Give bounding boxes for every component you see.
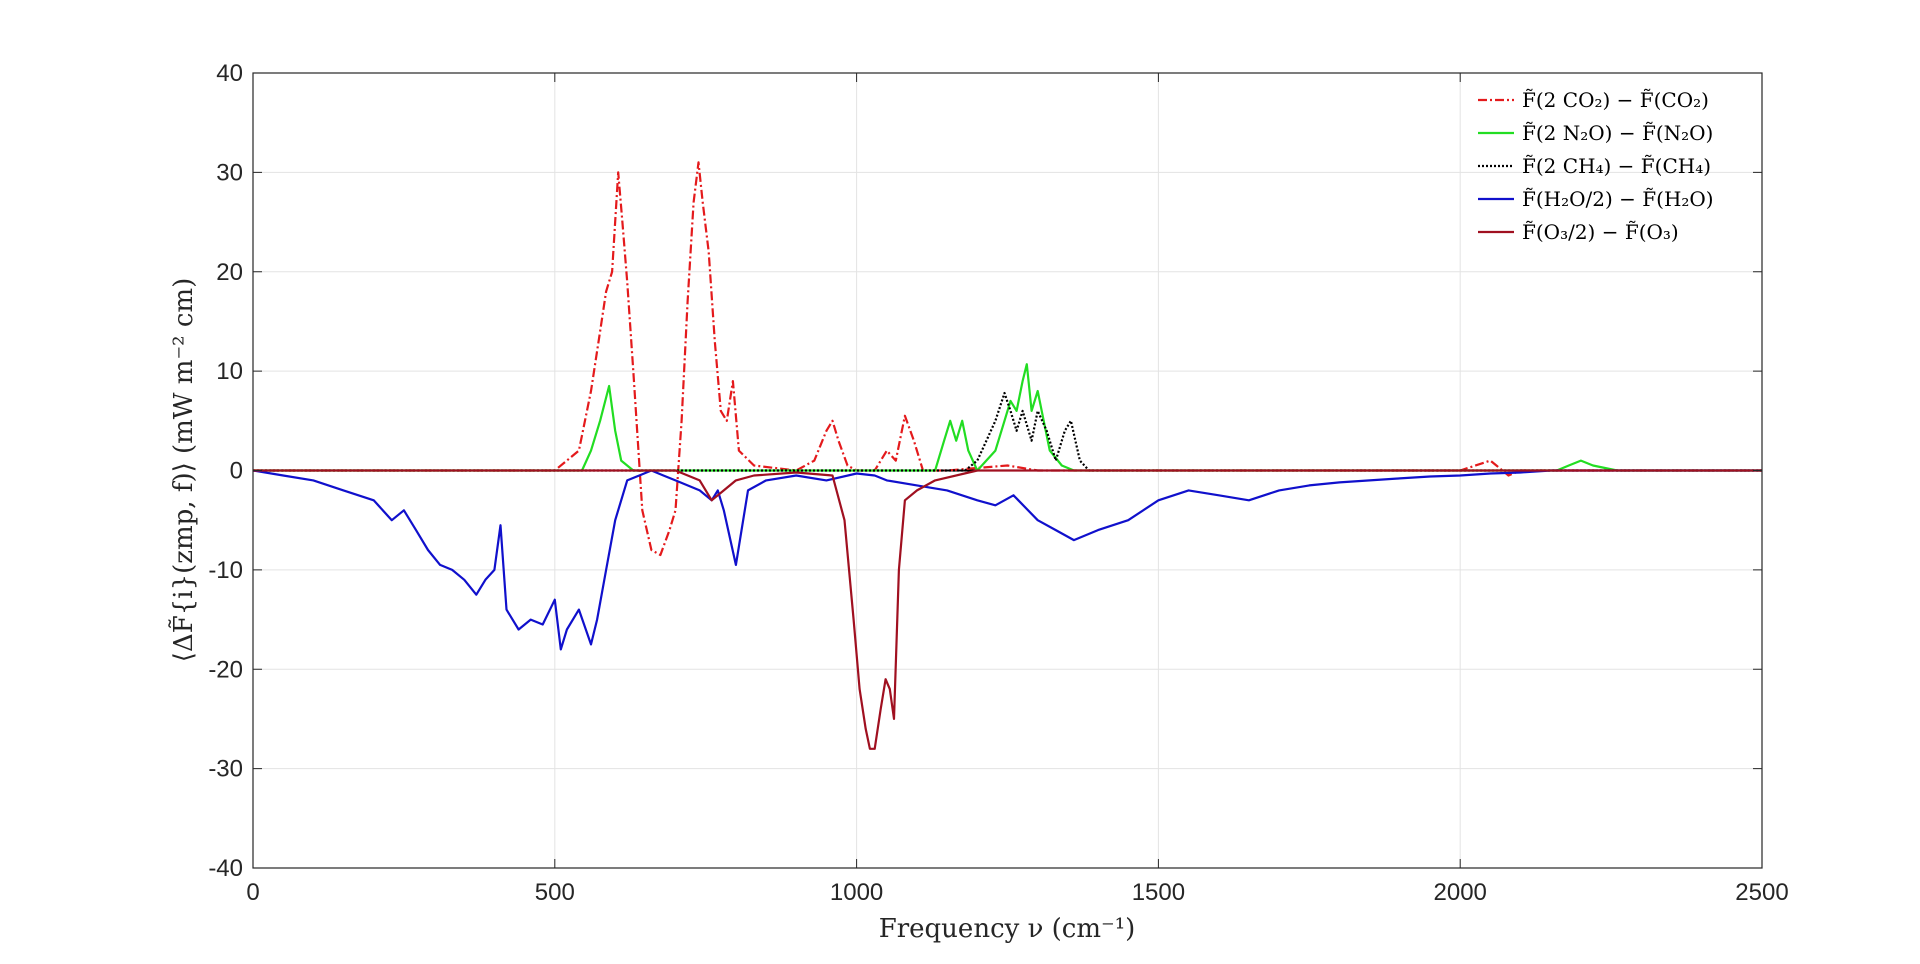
y-tick-label: 30 xyxy=(216,159,243,186)
series-line-0 xyxy=(253,161,1762,557)
x-tick-label: 500 xyxy=(535,879,575,906)
x-axis-label: Frequency ν (cm⁻¹) xyxy=(879,914,1136,944)
y-tick-label: 0 xyxy=(230,458,243,485)
y-tick-label: -40 xyxy=(208,855,243,882)
y-tick-label: -30 xyxy=(208,756,243,783)
series-layer xyxy=(252,161,1762,750)
x-tick-label: 1000 xyxy=(830,879,883,906)
legend-label: F̃(H₂O/2) − F̃(H₂O) xyxy=(1522,187,1714,211)
y-tick-label: 10 xyxy=(216,358,243,385)
y-tick-label: -10 xyxy=(208,557,243,584)
x-tick-label: 1500 xyxy=(1132,879,1185,906)
legend: F̃(2 CO₂) − F̃(CO₂) F̃(2 N₂O) − F̃(N₂O) F̃… xyxy=(1478,88,1714,244)
legend-label: F̃(2 CH₄) − F̃(CH₄) xyxy=(1522,154,1711,178)
y-tick-label: 20 xyxy=(216,259,243,286)
ticks: 0 500 1000 1500 2000 2500 40 30 20 10 0 -10 -20 -30 -4… xyxy=(208,60,1788,906)
series-line-4 xyxy=(253,469,1762,750)
legend-label: F̃(2 N₂O) − F̃(N₂O) xyxy=(1522,121,1713,145)
series-line-3 xyxy=(252,469,1762,651)
x-tick-label: 2500 xyxy=(1735,879,1788,906)
y-tick-label: 40 xyxy=(216,60,243,87)
y-axis-label: ⟨ΔF̃{i}(zmp, f)⟩ (mW m⁻² cm) xyxy=(168,278,199,662)
y-tick-label: -20 xyxy=(208,656,243,683)
x-tick-label: 0 xyxy=(246,879,259,906)
legend-label: F̃(2 CO₂) − F̃(CO₂) xyxy=(1522,88,1709,112)
series-line-2 xyxy=(253,391,1762,472)
x-tick-label: 2000 xyxy=(1434,879,1487,906)
legend-label: F̃(O₃/2) − F̃(O₃) xyxy=(1522,220,1679,244)
